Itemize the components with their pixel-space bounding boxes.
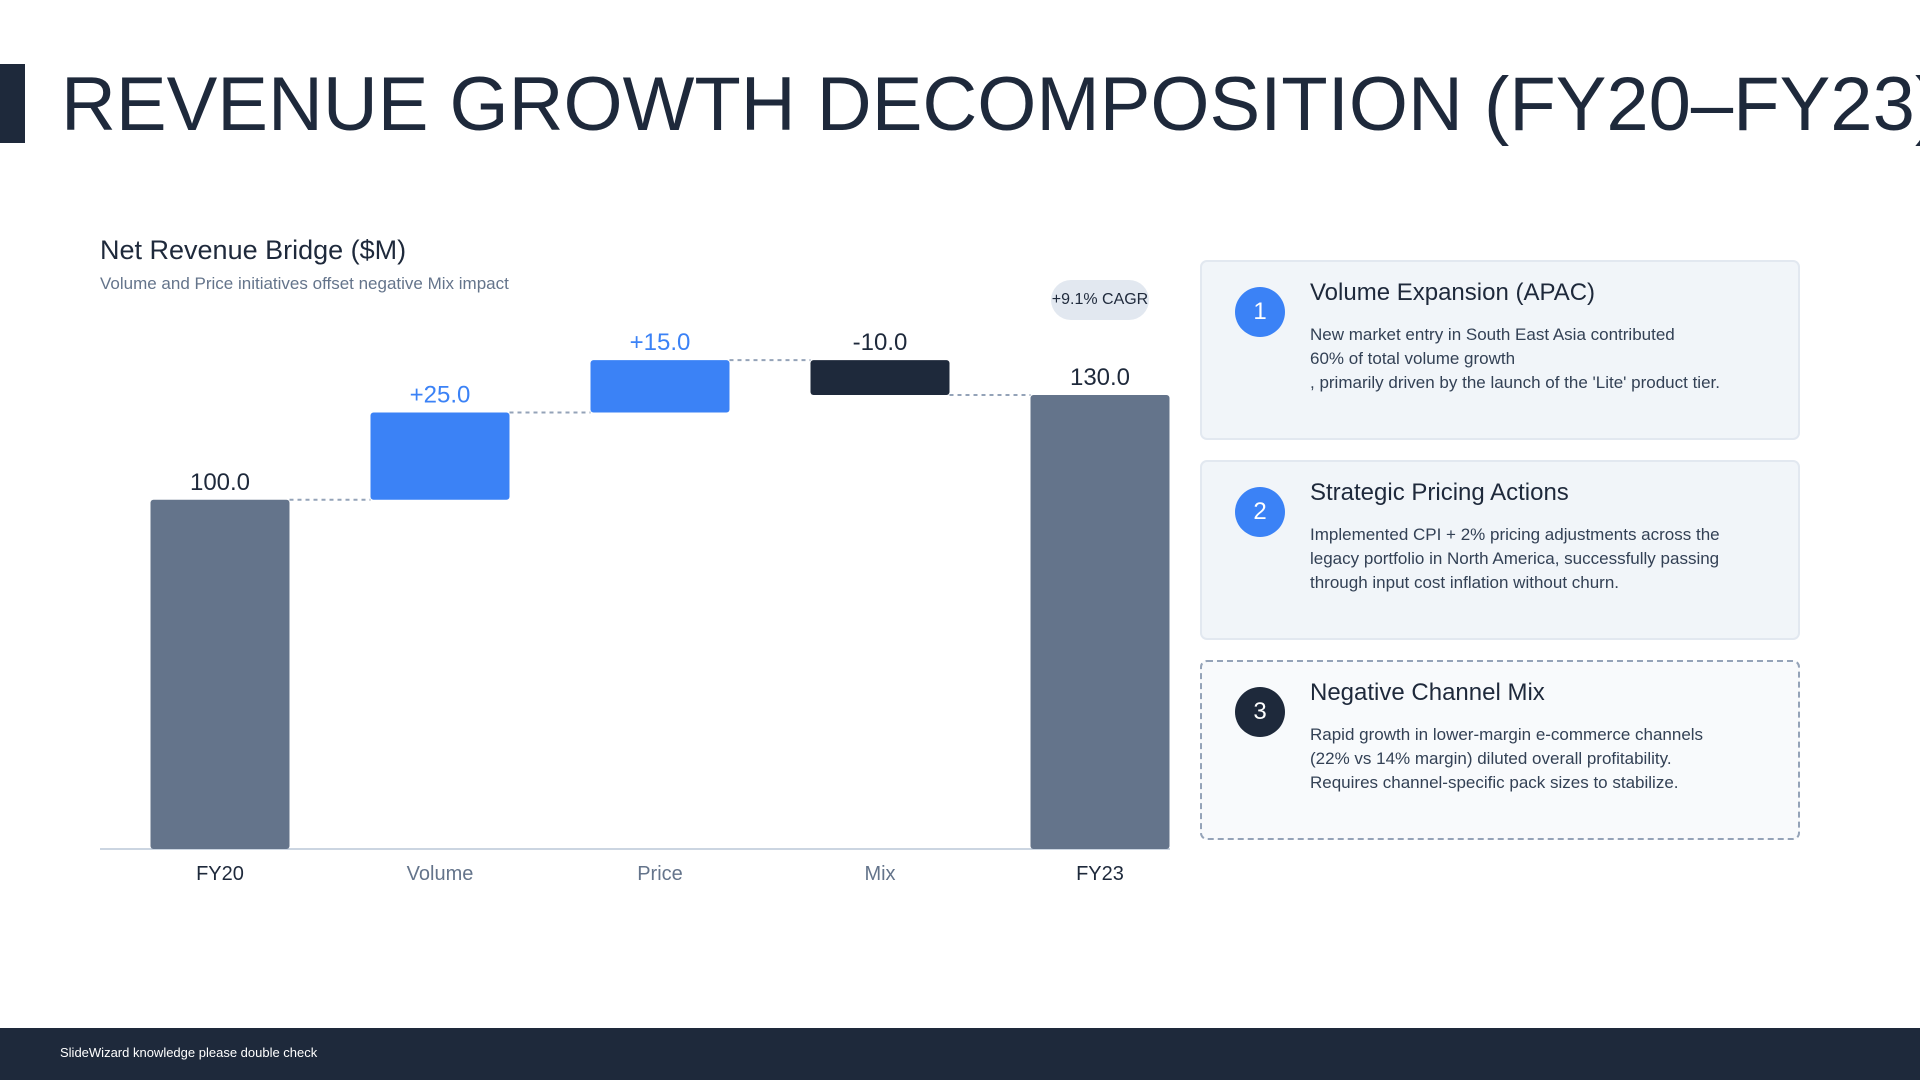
card-body-line: Implemented CPI + 2% pricing adjustments…: [1310, 525, 1720, 544]
insight-card-1: 1 Volume Expansion (APAC) New market ent…: [1200, 260, 1800, 440]
data-label: 100.0: [190, 469, 250, 496]
category-label: FY20: [196, 863, 244, 885]
card-body-line: 60% of total volume growth: [1310, 349, 1516, 368]
card-title: Strategic Pricing Actions: [1310, 479, 1569, 506]
data-label: +25.0: [410, 381, 471, 408]
number-badge: 1: [1235, 287, 1285, 337]
card-body: Rapid growth in lower-margin e-commerce …: [1310, 723, 1770, 795]
category-label: Price: [637, 863, 683, 885]
waterfall-chart: 100.0 FY20 +25.0 Volume +15.0 Price -10.0 Mix 13…: [100, 329, 1170, 885]
bar-mix: [810, 360, 950, 395]
chart-title: Net Revenue Bridge ($M): [100, 235, 407, 265]
card-body: New market entry in South East Asia cont…: [1310, 323, 1770, 395]
title-accent-bar: [0, 64, 25, 143]
bar-price: [590, 360, 730, 413]
data-label: +15.0: [630, 329, 691, 356]
card-body-line: Requires channel-specific pack sizes to …: [1310, 773, 1679, 792]
footer-text: SlideWizard knowledge please double chec…: [60, 1045, 318, 1060]
chart-subtitle: Volume and Price initiatives offset nega…: [100, 274, 509, 293]
insight-card-2: 2 Strategic Pricing Actions Implemented …: [1200, 460, 1800, 640]
card-body: Implemented CPI + 2% pricing adjustments…: [1310, 523, 1770, 595]
bar-fy23: [1030, 395, 1170, 849]
data-label: 130.0: [1070, 364, 1130, 391]
category-label: Mix: [864, 863, 895, 885]
data-label: -10.0: [853, 329, 908, 356]
card-body-line: through input cost inflation without chu…: [1310, 573, 1620, 592]
footer-bar: SlideWizard knowledge please double chec…: [0, 1028, 1920, 1080]
category-label: Volume: [407, 863, 474, 885]
number-badge: 2: [1235, 487, 1285, 537]
card-body-line: , primarily driven by the launch of the …: [1310, 373, 1720, 392]
card-body-line: New market entry in South East Asia cont…: [1310, 325, 1675, 344]
card-title: Volume Expansion (APAC): [1310, 279, 1596, 306]
insight-card-3: 3 Negative Channel Mix Rapid growth in l…: [1200, 660, 1800, 840]
card-body-line: legacy portfolio in North America, succe…: [1310, 549, 1720, 568]
card-body-line: (22% vs 14% margin) diluted overall prof…: [1310, 749, 1672, 768]
bar-volume: [370, 412, 510, 500]
page-title: REVENUE GROWTH DECOMPOSITION (FY20–FY23): [61, 62, 1920, 147]
cagr-badge: +9.1% CAGR: [1051, 280, 1149, 320]
bar-fy20: [150, 499, 290, 849]
card-title: Negative Channel Mix: [1310, 679, 1545, 706]
category-label: FY23: [1076, 863, 1124, 885]
card-body-line: Rapid growth in lower-margin e-commerce …: [1310, 725, 1704, 744]
number-badge: 3: [1235, 687, 1285, 737]
